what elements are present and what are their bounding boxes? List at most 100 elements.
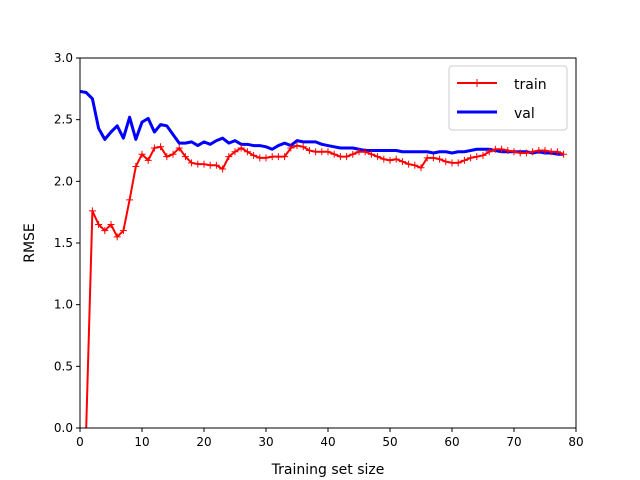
- data-point-train: [535, 147, 543, 154]
- data-point-train: [374, 153, 382, 161]
- x-tick-label: 40: [320, 435, 335, 449]
- data-point-train: [560, 150, 568, 158]
- data-point-train: [454, 159, 462, 167]
- data-point-train: [181, 153, 189, 161]
- x-tick-label: 60: [444, 435, 459, 449]
- data-point-train: [361, 148, 369, 156]
- data-point-train: [417, 164, 425, 172]
- data-point-train: [113, 233, 121, 241]
- data-point-train: [367, 150, 375, 158]
- data-point-train: [225, 153, 233, 161]
- data-point-train: [212, 161, 220, 169]
- data-point-train: [256, 154, 264, 162]
- data-point-train: [231, 148, 239, 156]
- x-axis: 0 10 20 30 40 50 60 70 80: [76, 428, 584, 449]
- data-point-train: [324, 148, 332, 156]
- data-point-train: [318, 148, 326, 156]
- data-point-train: [163, 153, 171, 161]
- y-tick-label: 2.0: [54, 174, 73, 188]
- data-point-train: [553, 148, 561, 156]
- legend-box: [448, 65, 568, 131]
- legend-marker-train: [473, 79, 481, 87]
- y-tick-label: 3.0: [54, 51, 73, 65]
- data-point-train: [516, 149, 524, 157]
- x-tick-label: 30: [258, 435, 273, 449]
- data-point-train: [522, 149, 530, 157]
- x-axis-label: Training set size: [271, 462, 385, 478]
- data-point-train: [355, 148, 363, 156]
- data-point-train: [237, 144, 245, 152]
- data-point-train: [448, 159, 456, 167]
- data-point-train: [423, 154, 431, 162]
- data-point-train: [119, 227, 127, 235]
- data-point-train: [101, 227, 109, 235]
- data-point-train: [219, 165, 227, 173]
- data-point-train: [510, 148, 518, 156]
- data-point-train: [349, 150, 357, 158]
- data-point-train: [132, 163, 140, 171]
- data-point-train: [194, 160, 202, 168]
- data-point-train: [150, 144, 158, 152]
- y-axis-label: RMSE: [22, 223, 38, 263]
- data-point-train: [473, 153, 481, 161]
- legend-label-train: train: [514, 77, 547, 93]
- y-tick-label: 0.0: [54, 421, 73, 435]
- data-point-train: [485, 148, 493, 156]
- legend-label-val: val: [514, 106, 535, 122]
- data-point-train: [274, 153, 282, 161]
- data-point-train: [293, 142, 301, 150]
- data-point-train: [268, 153, 276, 161]
- data-point-train: [504, 147, 512, 154]
- data-point-train: [386, 156, 394, 164]
- data-point-train: [460, 156, 468, 164]
- data-point-train: [299, 143, 307, 151]
- data-point-train: [157, 143, 165, 151]
- data-point-train: [88, 207, 96, 215]
- y-tick-label: 0.5: [54, 359, 73, 373]
- data-point-train: [250, 151, 258, 159]
- data-point-train: [491, 145, 499, 153]
- data-point-train: [411, 161, 419, 169]
- data-point-train: [436, 155, 444, 163]
- x-tick-label: 0: [76, 435, 84, 449]
- data-point-train: [330, 150, 338, 158]
- data-point-train: [281, 153, 289, 161]
- data-point-train: [529, 148, 537, 156]
- data-point-train: [175, 144, 183, 152]
- series-layer: [80, 89, 568, 428]
- x-tick-label: 10: [134, 435, 149, 449]
- data-point-train: [392, 155, 400, 163]
- data-point-train: [442, 158, 450, 166]
- data-point-train: [144, 156, 152, 164]
- data-point-train: [541, 147, 549, 154]
- data-point-train: [126, 196, 134, 204]
- data-point-train: [107, 221, 115, 228]
- data-point-train: [336, 153, 344, 161]
- data-point-train: [287, 144, 295, 152]
- data-point-train: [429, 154, 437, 162]
- data-point-train: [343, 153, 351, 161]
- data-point-train: [398, 158, 406, 166]
- data-point-train: [305, 147, 313, 154]
- data-point-train: [479, 151, 487, 159]
- data-point-train: [243, 148, 251, 156]
- y-tick-label: 2.5: [54, 113, 73, 127]
- y-tick-label: 1.5: [54, 236, 73, 250]
- legend: train val: [448, 65, 568, 131]
- data-point-train: [380, 155, 388, 163]
- data-point-train: [169, 150, 177, 158]
- x-tick-label: 70: [506, 435, 521, 449]
- y-tick-label: 1.0: [54, 298, 73, 312]
- data-point-train: [95, 221, 103, 228]
- x-tick-label: 20: [196, 435, 211, 449]
- data-point-train: [206, 161, 214, 169]
- x-tick-label: 50: [382, 435, 397, 449]
- data-point-train: [200, 160, 208, 168]
- data-point-train: [405, 160, 413, 168]
- data-point-train: [138, 150, 146, 158]
- y-axis: 0.0 0.5 1.0 1.5 2.0 2.5 3.0: [54, 51, 80, 435]
- data-point-train: [82, 424, 90, 428]
- data-point-train: [547, 148, 555, 156]
- data-point-train: [312, 148, 320, 156]
